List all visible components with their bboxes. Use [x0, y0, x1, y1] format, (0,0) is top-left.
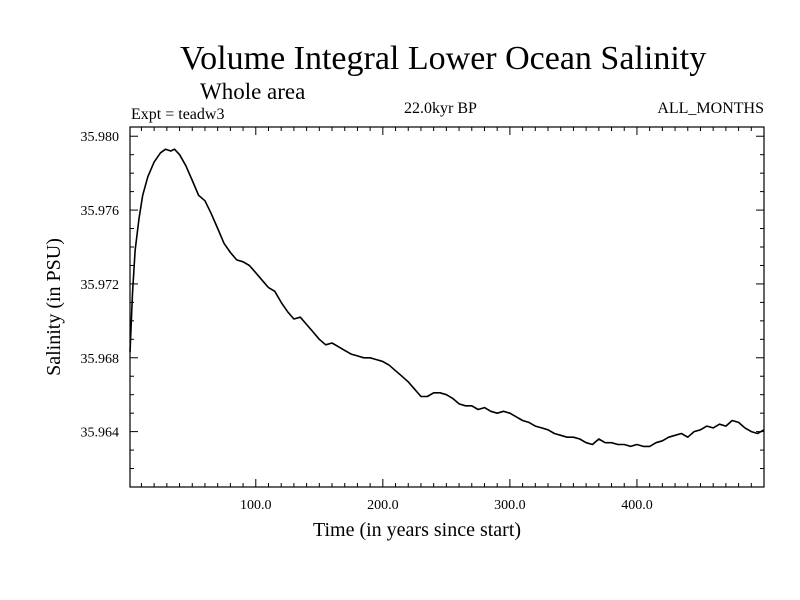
- period-label: 22.0kyr BP: [404, 100, 477, 117]
- y-tick-label: 35.964: [81, 426, 120, 441]
- plot-frame: [129, 126, 765, 488]
- y-tick-label: 35.968: [81, 352, 120, 367]
- x-axis-label: Time (in years since start): [313, 519, 521, 541]
- y-tick-label: 35.972: [81, 278, 120, 293]
- x-tick-label: 100.0: [240, 498, 272, 513]
- x-tick-label: 300.0: [494, 498, 526, 513]
- y-tick-label: 35.976: [81, 204, 120, 219]
- tick-labels: 35.964 35.968 35.972 35.976 35.980 100.0 200.0…: [81, 130, 653, 513]
- months-label: ALL_MONTHS: [657, 100, 764, 117]
- experiment-label: Expt = teadw3: [131, 106, 225, 123]
- y-axis-label: Salinity (in PSU): [43, 238, 65, 376]
- axis-ticks: [130, 127, 765, 487]
- x-tick-label: 400.0: [621, 498, 653, 513]
- y-tick-label: 35.980: [81, 130, 120, 145]
- x-tick-label: 200.0: [367, 498, 399, 513]
- chart-title: Volume Integral Lower Ocean Salinity: [180, 40, 707, 77]
- salinity-series-line: [129, 148, 765, 448]
- chart-subtitle: Whole area: [200, 79, 306, 104]
